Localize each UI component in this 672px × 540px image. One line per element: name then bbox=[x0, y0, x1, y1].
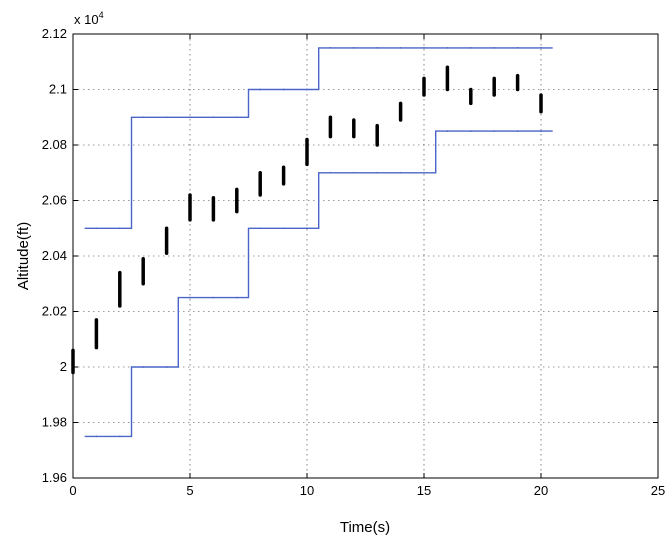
bound-sample-dot bbox=[142, 116, 145, 119]
bound-sample-dot bbox=[423, 46, 425, 49]
bound-sample-dot bbox=[189, 116, 191, 119]
bound-sample-dot bbox=[95, 227, 98, 230]
bound-sample-dot bbox=[329, 46, 332, 49]
bound-sample-dot bbox=[212, 296, 215, 299]
bound-sample-dot bbox=[142, 366, 145, 368]
y-exponent-power: 4 bbox=[99, 10, 104, 20]
bound-sample-dot bbox=[306, 88, 308, 91]
bound-sample-dot bbox=[282, 88, 285, 91]
bound-sample-dot bbox=[118, 227, 121, 230]
axis-ticks: 0 5 10 15 20 25 1.96 1.98 2 2.02 2.04 2.06 2.08 2.1 2.… bbox=[42, 26, 666, 498]
grid-lines bbox=[73, 34, 658, 478]
y-exponent-base: x 10 bbox=[74, 12, 99, 27]
y-tick-label: 2.02 bbox=[42, 304, 67, 319]
bound-sample-dot bbox=[493, 46, 496, 49]
bound-sample-dot bbox=[235, 116, 238, 119]
bound-sample-dot bbox=[516, 46, 519, 49]
y-tick-label: 2.08 bbox=[42, 137, 67, 152]
bound-sample-dot bbox=[493, 130, 496, 133]
bound-sample-dot bbox=[118, 435, 121, 438]
y-tick-label: 1.96 bbox=[42, 470, 67, 485]
y-axis-title: Altitude(ft) bbox=[15, 222, 32, 290]
y-exponent-label: x 104 bbox=[74, 10, 104, 27]
bound-sample-dot bbox=[446, 46, 449, 49]
x-tick-label: 15 bbox=[417, 483, 431, 498]
bound-sample-dot bbox=[352, 171, 355, 174]
x-tick-label: 0 bbox=[69, 483, 76, 498]
y-tick-label: 2.04 bbox=[42, 248, 67, 263]
bound-sample-dot bbox=[469, 130, 472, 133]
bound-sample-dot bbox=[259, 88, 262, 91]
x-tick-label: 5 bbox=[186, 483, 193, 498]
bound-sample-dot bbox=[165, 116, 168, 119]
bound-sample-dot bbox=[282, 227, 285, 230]
bound-sample-dot bbox=[212, 116, 215, 119]
bound-sample-dot bbox=[516, 130, 519, 133]
bound-sample-dot bbox=[306, 227, 308, 230]
y-tick-label: 1.98 bbox=[42, 415, 67, 430]
bound-sample-dot bbox=[376, 46, 379, 49]
x-tick-label: 10 bbox=[300, 483, 314, 498]
bound-sample-dot bbox=[423, 171, 425, 174]
bound-sample-dot bbox=[399, 171, 402, 174]
bound-sample-dot bbox=[189, 296, 191, 299]
bound-sample-dot bbox=[95, 435, 98, 438]
bound-sample-dot bbox=[352, 46, 355, 49]
bound-sample-dot bbox=[376, 171, 379, 174]
bound-sample-dot bbox=[469, 46, 472, 49]
x-tick-label: 25 bbox=[651, 483, 665, 498]
bound-step-line-1 bbox=[84, 130, 553, 438]
y-tick-label: 2.12 bbox=[42, 26, 67, 41]
x-axis-title: Time(s) bbox=[340, 519, 390, 536]
bound-sample-dot bbox=[235, 296, 238, 299]
bound-sample-dot bbox=[329, 171, 332, 174]
y-tick-label: 2.06 bbox=[42, 193, 67, 208]
bound-sample-dot bbox=[259, 227, 262, 230]
y-tick-label: 2 bbox=[60, 359, 67, 374]
bound-sample-dot bbox=[165, 366, 168, 368]
y-tick-label: 2.1 bbox=[49, 82, 67, 97]
bound-sample-dot bbox=[446, 130, 449, 133]
bound-sample-dot bbox=[399, 46, 402, 49]
x-tick-label: 20 bbox=[534, 483, 548, 498]
bound-sample-dot bbox=[540, 46, 542, 49]
bound-sample-dot bbox=[540, 130, 542, 133]
plot-background bbox=[73, 34, 658, 478]
